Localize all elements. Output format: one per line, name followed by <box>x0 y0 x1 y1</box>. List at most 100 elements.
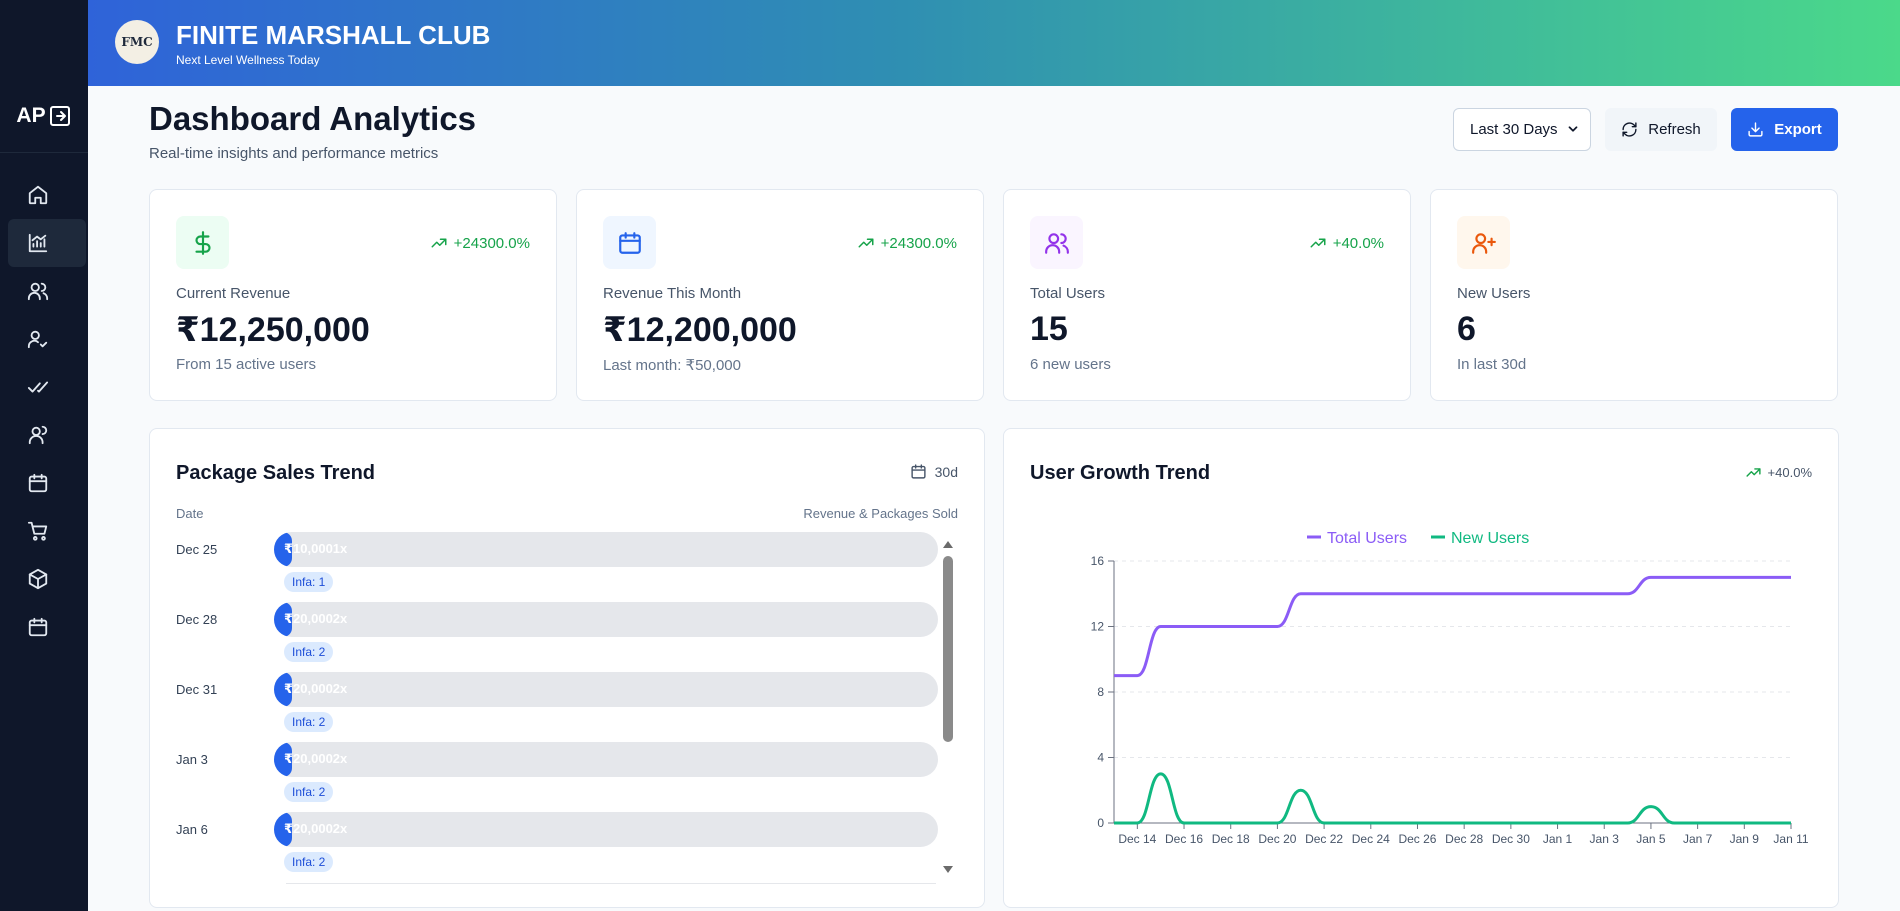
stat-label: New Users <box>1457 285 1531 302</box>
scrollbar-thumb[interactable] <box>943 556 953 742</box>
calendar-icon <box>28 617 48 637</box>
check-double-icon <box>27 381 49 393</box>
trending-up-icon <box>1745 468 1761 477</box>
list-item: Dec 28 ₹20,0002x Infa: 2 <box>176 602 938 672</box>
export-button[interactable]: Export <box>1731 108 1838 151</box>
sidebar-item-members[interactable] <box>8 315 86 363</box>
x-tick-label: Dec 18 <box>1212 832 1250 846</box>
row-chip: Infa: 2 <box>284 712 334 732</box>
row-bar-fill <box>274 602 292 637</box>
refresh-label: Refresh <box>1648 121 1701 138</box>
package-sales-card: Package Sales Trend 30d Date Revenue & P… <box>149 428 985 908</box>
stat-value: ₹12,250,000 <box>176 311 370 349</box>
user-growth-card: 0 4 8 12 16 Dec 14 Dec 16 Dec 18 Dec 20 Dec 22 Dec… <box>1003 428 1839 908</box>
sidebar: AP <box>0 0 88 911</box>
column-header-revenue: Revenue & Packages Sold <box>803 506 958 521</box>
row-bar-fill <box>274 532 292 567</box>
logout-icon <box>49 106 70 126</box>
sidebar-item-attendance[interactable] <box>8 363 86 411</box>
row-bar-fill <box>274 742 292 777</box>
row-bar[interactable]: ₹20,0002x <box>274 742 938 777</box>
stat-icon-box <box>1457 216 1510 269</box>
sidebar-item-home[interactable] <box>8 171 86 219</box>
chevron-down-icon <box>1568 126 1578 132</box>
refresh-button[interactable]: Refresh <box>1605 108 1717 151</box>
legend-label-total-users: Total Users <box>1327 530 1407 547</box>
y-tick-label: 0 <box>1097 816 1104 830</box>
sidebar-nav <box>8 171 86 651</box>
calendar-icon <box>28 473 48 493</box>
calendar-icon <box>618 231 641 254</box>
sidebar-item-analytics[interactable] <box>8 219 86 267</box>
stat-trend: +40.0% <box>1309 234 1384 252</box>
x-tick-label: Dec 28 <box>1445 832 1483 846</box>
users-icon <box>27 282 49 301</box>
stat-icon-box <box>176 216 229 269</box>
page-title: Dashboard Analytics <box>149 100 477 137</box>
row-date: Jan 6 <box>176 822 208 837</box>
list-bottom-divider <box>286 883 936 884</box>
sidebar-item-packages[interactable] <box>8 555 86 603</box>
stat-card-new-users: New Users 6 In last 30d <box>1430 189 1838 401</box>
sidebar-item-trainers[interactable] <box>8 411 86 459</box>
sidebar-divider <box>0 152 88 153</box>
team-icon <box>28 425 48 445</box>
sidebar-item-orders[interactable] <box>8 507 86 555</box>
download-icon <box>1748 122 1763 137</box>
stat-value: 6 <box>1457 310 1476 348</box>
row-date: Jan 3 <box>176 752 208 767</box>
package-sales-title: Package Sales Trend <box>176 462 376 484</box>
row-date: Dec 28 <box>176 612 218 627</box>
club-logo-text: FMC <box>121 35 153 49</box>
package-sales-list[interactable]: Dec 25 ₹10,0001x Infa: 1 Dec 28 ₹20,0002… <box>176 532 938 882</box>
stat-label: Total Users <box>1030 285 1106 302</box>
package-sales-range[interactable]: 30d <box>910 463 958 480</box>
x-tick-label: Dec 14 <box>1118 832 1156 846</box>
x-tick-label: Jan 3 <box>1590 832 1620 846</box>
row-bar-text: ₹20,0002x <box>284 821 348 836</box>
x-tick-label: Jan 5 <box>1636 832 1666 846</box>
sidebar-item-events[interactable] <box>8 603 86 651</box>
sidebar-item-schedule[interactable] <box>8 459 86 507</box>
row-bar-text: ₹20,0002x <box>284 751 348 766</box>
stat-card-current-revenue: +24300.0% Current Revenue ₹12,250,000 Fr… <box>149 189 557 401</box>
x-tick-label: Dec 24 <box>1352 832 1390 846</box>
row-bar[interactable]: ₹20,0002x <box>274 812 938 847</box>
stat-trend: +24300.0% <box>430 234 530 252</box>
row-bar[interactable]: ₹20,0002x <box>274 672 938 707</box>
x-tick-label: Jan 9 <box>1730 832 1760 846</box>
user-growth-chart[interactable]: 0 4 8 12 16 Dec 14 Dec 16 Dec 18 Dec 20 Dec 22 Dec… <box>1004 429 1839 908</box>
x-tick-label: Jan 7 <box>1683 832 1713 846</box>
scroll-up-arrow-icon[interactable] <box>941 537 955 551</box>
users-icon <box>1044 232 1069 254</box>
y-tick-label: 12 <box>1091 620 1105 634</box>
x-tick-label: Dec 16 <box>1165 832 1203 846</box>
row-bar-fill <box>274 812 292 847</box>
sidebar-logo[interactable]: AP <box>0 104 88 128</box>
x-tick-label: Dec 26 <box>1398 832 1436 846</box>
row-bar-fill <box>274 672 292 707</box>
stat-icon-box <box>1030 216 1083 269</box>
row-date: Dec 31 <box>176 682 218 697</box>
x-tick-label: Jan 11 <box>1773 832 1808 846</box>
date-range-select[interactable]: Last 30 Days <box>1453 108 1591 151</box>
row-chip: Infa: 2 <box>284 852 334 872</box>
scroll-down-arrow-icon[interactable] <box>941 863 955 877</box>
trending-up-icon <box>858 238 874 248</box>
sidebar-logo-text: AP <box>16 104 46 127</box>
row-bar[interactable]: ₹10,0001x <box>274 532 938 567</box>
list-item: Dec 31 ₹20,0002x Infa: 2 <box>176 672 938 742</box>
legend-label-new-users: New Users <box>1451 530 1529 547</box>
row-chip: Infa: 2 <box>284 782 334 802</box>
stat-trend-value: +40.0% <box>1332 234 1384 252</box>
series-line-new-users <box>1114 772 1791 825</box>
dollar-icon <box>194 230 211 255</box>
user-plus-icon <box>1471 232 1496 254</box>
x-tick-label: Dec 20 <box>1258 832 1296 846</box>
x-tick-label: Jan 1 <box>1543 832 1573 846</box>
row-bar[interactable]: ₹20,0002x <box>274 602 938 637</box>
x-tick-label: Dec 30 <box>1492 832 1530 846</box>
sidebar-item-users[interactable] <box>8 267 86 315</box>
user-growth-title: User Growth Trend <box>1030 462 1211 484</box>
stat-label: Current Revenue <box>176 285 291 302</box>
